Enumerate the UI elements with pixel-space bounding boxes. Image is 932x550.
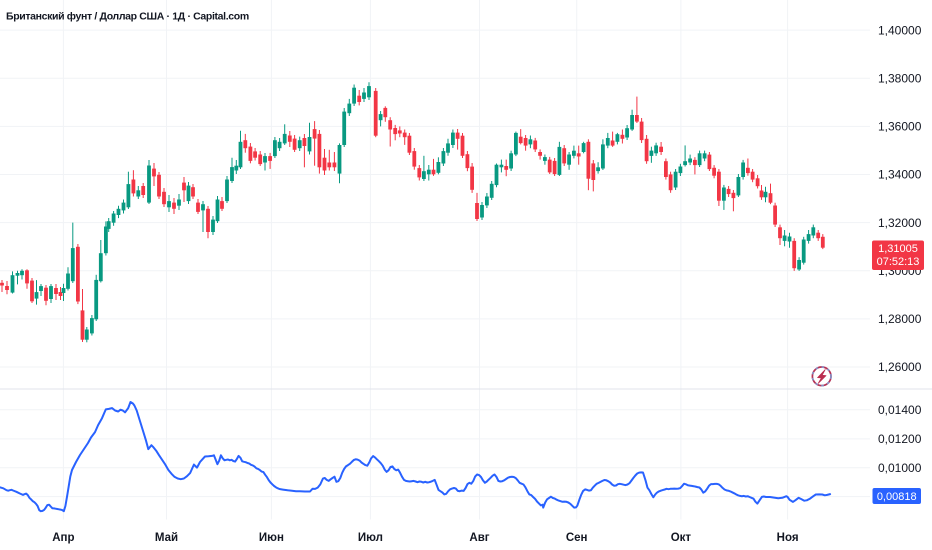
svg-text:07:52:13: 07:52:13	[877, 256, 920, 268]
svg-text:1,40000: 1,40000	[878, 23, 922, 37]
svg-text:1,34000: 1,34000	[878, 168, 922, 182]
svg-text:Сен: Сен	[566, 532, 588, 544]
svg-text:0,01400: 0,01400	[878, 403, 922, 417]
svg-text:0,01000: 0,01000	[878, 461, 922, 475]
svg-text:Май: Май	[155, 532, 178, 544]
svg-text:Британский фунт / Доллар США ·: Британский фунт / Доллар США · 1Д · Capi…	[6, 10, 249, 22]
svg-text:1,36000: 1,36000	[878, 120, 922, 134]
svg-text:1,28000: 1,28000	[878, 312, 922, 326]
svg-text:1,31005: 1,31005	[878, 243, 918, 255]
svg-text:Авг: Авг	[469, 532, 489, 544]
svg-text:0,00818: 0,00818	[877, 491, 917, 503]
svg-text:Окт: Окт	[671, 532, 692, 544]
svg-text:1,32000: 1,32000	[878, 216, 922, 230]
svg-text:1,26000: 1,26000	[878, 360, 922, 374]
svg-text:Апр: Апр	[52, 532, 74, 544]
svg-text:Июл: Июл	[358, 532, 383, 544]
svg-text:1,38000: 1,38000	[878, 71, 922, 85]
svg-text:0,01200: 0,01200	[878, 432, 922, 446]
svg-text:Июн: Июн	[259, 532, 284, 544]
svg-text:Ноя: Ноя	[777, 532, 799, 544]
